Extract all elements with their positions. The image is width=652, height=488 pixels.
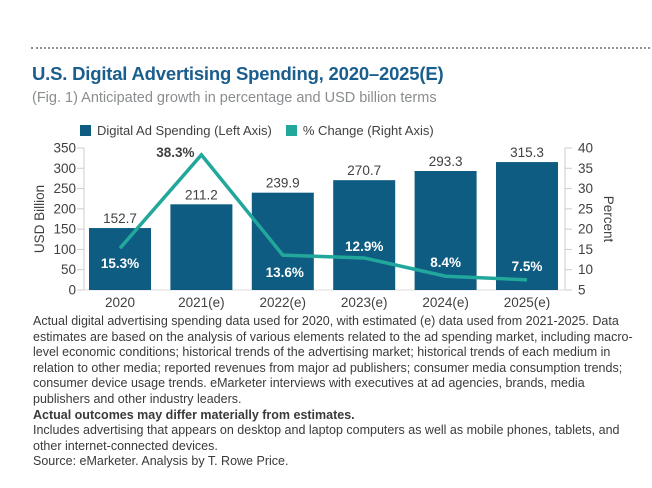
- category-label: 2022(e): [260, 295, 307, 310]
- bar-value-label: 315.3: [510, 145, 544, 160]
- bar-2025(e): [496, 162, 558, 290]
- svg-text:35: 35: [578, 161, 593, 176]
- bar-value-label: 211.2: [185, 187, 218, 202]
- svg-text:5: 5: [578, 283, 586, 298]
- svg-text:250: 250: [53, 181, 76, 196]
- svg-text:40: 40: [578, 141, 593, 156]
- svg-text:20: 20: [578, 222, 593, 237]
- footnote-scope: Includes advertising that appears on des…: [33, 423, 620, 453]
- bar-2023(e): [333, 180, 396, 290]
- svg-text:10: 10: [578, 262, 593, 277]
- right-axis-title: Percent: [601, 196, 616, 243]
- footnote-disclaimer: Actual outcomes may differ materially fr…: [33, 407, 355, 422]
- category-label: 2023(e): [341, 295, 388, 310]
- category-label: 2021(e): [178, 295, 225, 310]
- svg-text:25: 25: [578, 201, 593, 216]
- bar-value-label: 239.9: [266, 176, 300, 191]
- category-label: 2020: [105, 295, 135, 310]
- category-label: 2025(e): [504, 295, 551, 310]
- bar-2020: [89, 228, 151, 290]
- pct-change-label: 8.4%: [430, 255, 461, 270]
- svg-text:100: 100: [53, 242, 76, 257]
- page-title: U.S. Digital Advertising Spending, 2020–…: [32, 63, 444, 84]
- dotted-divider: [31, 47, 650, 49]
- figure-subtitle: (Fig. 1) Anticipated growth in percentag…: [32, 90, 437, 106]
- svg-text:0: 0: [68, 283, 76, 298]
- bar-value-label: 152.7: [103, 211, 137, 226]
- footnote-methodology: Actual digital advertising spending data…: [33, 314, 633, 406]
- pct-change-label: 12.9%: [345, 239, 383, 254]
- left-axis-title: USD Billion: [32, 185, 47, 253]
- bar-value-label: 270.7: [347, 163, 381, 178]
- chart-area: 350 300 250 200 150 100 50 0 40 35 30 25 20 15 10 5 USD …: [0, 140, 652, 320]
- bar-series-swatch-icon: [80, 125, 91, 136]
- svg-text:15: 15: [578, 242, 593, 257]
- svg-text:300: 300: [53, 161, 76, 176]
- bar-2021(e): [170, 204, 233, 290]
- svg-text:200: 200: [53, 201, 76, 216]
- chart-legend: Digital Ad Spending (Left Axis) % Change…: [80, 123, 434, 138]
- legend-item-spending: Digital Ad Spending (Left Axis): [80, 123, 272, 138]
- footnotes: Actual digital advertising spending data…: [33, 314, 637, 470]
- legend-label-pct-change: % Change (Right Axis): [302, 123, 434, 138]
- pct-change-label: 15.3%: [101, 256, 139, 271]
- line-series-swatch-icon: [285, 125, 297, 136]
- pct-change-label: 38.3%: [156, 145, 194, 160]
- source-line: Source: eMarketer. Analysis by T. Rowe P…: [33, 454, 289, 469]
- svg-text:150: 150: [53, 222, 76, 237]
- bar-value-label: 293.3: [429, 154, 463, 169]
- pct-change-label: 7.5%: [512, 259, 543, 274]
- svg-text:50: 50: [61, 262, 76, 277]
- category-label: 2024(e): [422, 295, 469, 310]
- pct-change-line: [118, 152, 528, 282]
- legend-item-pct-change: % Change (Right Axis): [285, 123, 434, 138]
- bar-2022(e): [251, 192, 314, 290]
- legend-label-spending: Digital Ad Spending (Left Axis): [97, 123, 272, 138]
- svg-text:350: 350: [53, 141, 76, 156]
- pct-change-label: 13.6%: [266, 265, 304, 280]
- svg-text:30: 30: [578, 181, 593, 196]
- ad-spending-chart: 350 300 250 200 150 100 50 0 40 35 30 25 20 15 10 5 USD …: [32, 141, 616, 311]
